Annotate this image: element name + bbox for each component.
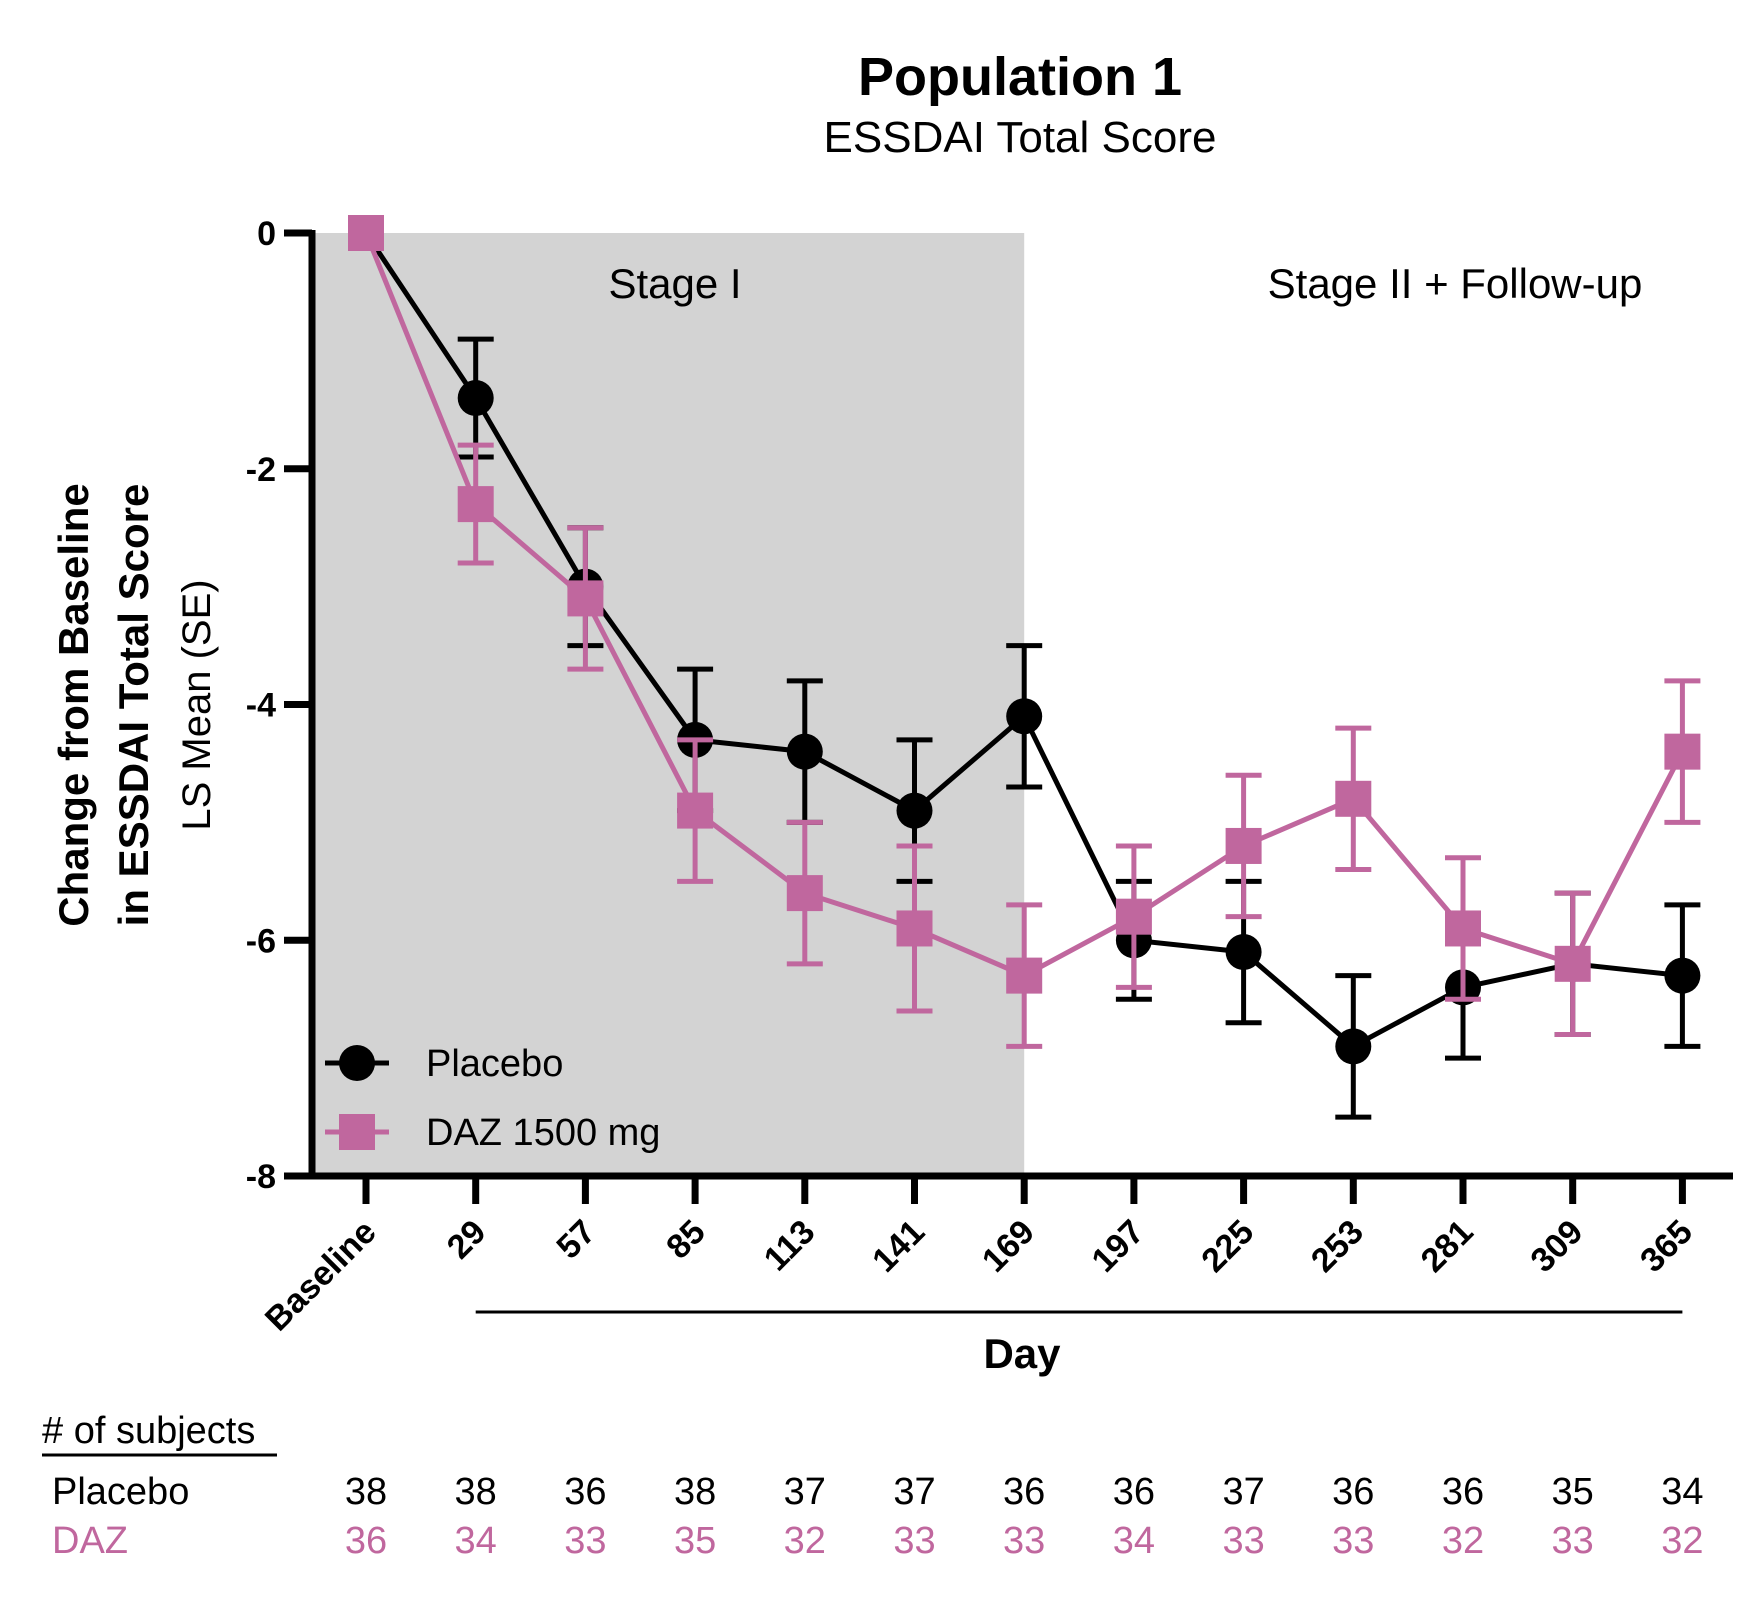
- x-tick-label: 85: [659, 1213, 713, 1267]
- data-point-square: [1225, 827, 1262, 864]
- legend: Placebo DAZ 1500 mg: [325, 1043, 660, 1154]
- subjects-row-label-daz: DAZ: [52, 1520, 128, 1562]
- data-point-square: [457, 486, 494, 523]
- subjects-count: 36: [1003, 1471, 1045, 1513]
- legend-square-marker-icon: [339, 1114, 375, 1150]
- data-point-square: [1554, 945, 1591, 982]
- data-point-circle: [457, 380, 494, 417]
- x-tick-label: 253: [1304, 1213, 1371, 1280]
- subjects-count: 34: [1661, 1471, 1703, 1513]
- subjects-count: 35: [674, 1520, 716, 1562]
- subjects-values: 38 38 36 38 37 37 36 36 37 36 36 35 34 36 34 33 35 32 33 33…: [345, 1471, 1704, 1562]
- legend-label-placebo: Placebo: [426, 1043, 563, 1085]
- subjects-count: 33: [1332, 1520, 1374, 1562]
- chart-subtitle: ESSDAI Total Score: [824, 113, 1217, 162]
- x-tick-label: 197: [1085, 1213, 1152, 1280]
- subjects-count: 32: [1442, 1520, 1484, 1562]
- subjects-count: 33: [1552, 1520, 1594, 1562]
- subjects-count: 38: [455, 1471, 497, 1513]
- x-tick-label: 141: [865, 1213, 932, 1280]
- data-point-circle: [1225, 934, 1262, 971]
- data-point-square: [1445, 910, 1481, 947]
- data-point-circle: [1335, 1028, 1372, 1065]
- subjects-count: 33: [893, 1520, 935, 1562]
- subjects-count: 32: [1661, 1520, 1703, 1562]
- legend-label-daz: DAZ 1500 mg: [426, 1112, 660, 1154]
- subjects-count: 33: [1222, 1520, 1264, 1562]
- data-point-square: [786, 875, 823, 912]
- x-axis-title: Day: [983, 1330, 1061, 1377]
- y-tick-label: -4: [246, 687, 276, 725]
- x-tick-label: 113: [757, 1213, 823, 1279]
- data-point-square: [1335, 780, 1372, 817]
- legend-item-placebo: Placebo: [325, 1043, 563, 1085]
- x-tick-label: 365: [1633, 1213, 1700, 1280]
- subjects-count: 36: [1442, 1471, 1484, 1513]
- subjects-row-label-placebo: Placebo: [52, 1471, 189, 1513]
- subjects-count: 32: [784, 1520, 826, 1562]
- subjects-count: 34: [455, 1520, 497, 1562]
- x-tick-label: 225: [1194, 1213, 1261, 1280]
- y-ticks: 0 -2 -4 -6 -8: [246, 215, 312, 1196]
- data-point-circle: [1664, 957, 1701, 994]
- x-ticks: Baseline 29 57 85 113 141 169 197 225 253 281 309 36…: [258, 1176, 1700, 1339]
- stage-ii-follow-up-label: Stage II + Follow-up: [1268, 260, 1643, 307]
- y-tick-label: -6: [246, 922, 276, 960]
- data-point-square: [1006, 957, 1043, 994]
- data-point-circle: [896, 792, 933, 829]
- subjects-count: 38: [674, 1471, 716, 1513]
- subjects-count: 38: [345, 1471, 387, 1513]
- data-point-square: [677, 792, 714, 829]
- x-tick-label: Baseline: [258, 1213, 384, 1339]
- x-tick-label: 309: [1523, 1213, 1590, 1280]
- subjects-count: 36: [564, 1471, 606, 1513]
- data-point-square: [1664, 733, 1701, 770]
- data-point-circle: [1006, 698, 1043, 735]
- y-axis-title-line3: LS Mean (SE): [175, 579, 219, 830]
- subjects-count: 33: [564, 1520, 606, 1562]
- subjects-count: 36: [1113, 1471, 1155, 1513]
- subjects-count: 33: [1003, 1520, 1045, 1562]
- stage-i-label: Stage I: [608, 260, 741, 307]
- subjects-table-header: # of subjects: [42, 1410, 255, 1452]
- subjects-table: # of subjects Placebo DAZ 38 38 36 38 37 37 36…: [42, 1410, 1704, 1562]
- data-point-square: [896, 910, 933, 947]
- x-tick-label: 281: [1414, 1213, 1481, 1280]
- x-tick-label: 57: [549, 1213, 603, 1267]
- y-tick-label: -2: [246, 451, 276, 489]
- legend-circle-marker-icon: [339, 1045, 375, 1081]
- subjects-count: 36: [1332, 1471, 1374, 1513]
- subjects-count: 37: [1222, 1471, 1264, 1513]
- data-point-circle: [786, 733, 823, 770]
- chart-title: Population 1: [858, 47, 1182, 107]
- y-axis-title: Change from Baseline in ESSDAI Total Sco…: [50, 483, 219, 926]
- legend-item-daz: DAZ 1500 mg: [325, 1112, 660, 1154]
- subjects-count: 37: [893, 1471, 935, 1513]
- y-axis-title-line2: in ESSDAI Total Score: [110, 484, 157, 927]
- series-daz: [348, 215, 1701, 1049]
- subjects-count: 34: [1113, 1520, 1155, 1562]
- y-tick-label: 0: [257, 215, 276, 253]
- y-axis-title-line1: Change from Baseline: [50, 483, 97, 926]
- x-tick-label: 169: [975, 1213, 1042, 1280]
- y-tick-label: -8: [246, 1158, 276, 1196]
- data-point-square: [348, 215, 384, 251]
- subjects-count: 36: [345, 1520, 387, 1562]
- x-tick-label: 29: [440, 1213, 494, 1267]
- data-point-square: [567, 580, 604, 617]
- data-point-square: [1115, 898, 1152, 935]
- series-layer: [348, 215, 1701, 1120]
- subjects-count: 37: [784, 1471, 826, 1513]
- subjects-count: 35: [1552, 1471, 1594, 1513]
